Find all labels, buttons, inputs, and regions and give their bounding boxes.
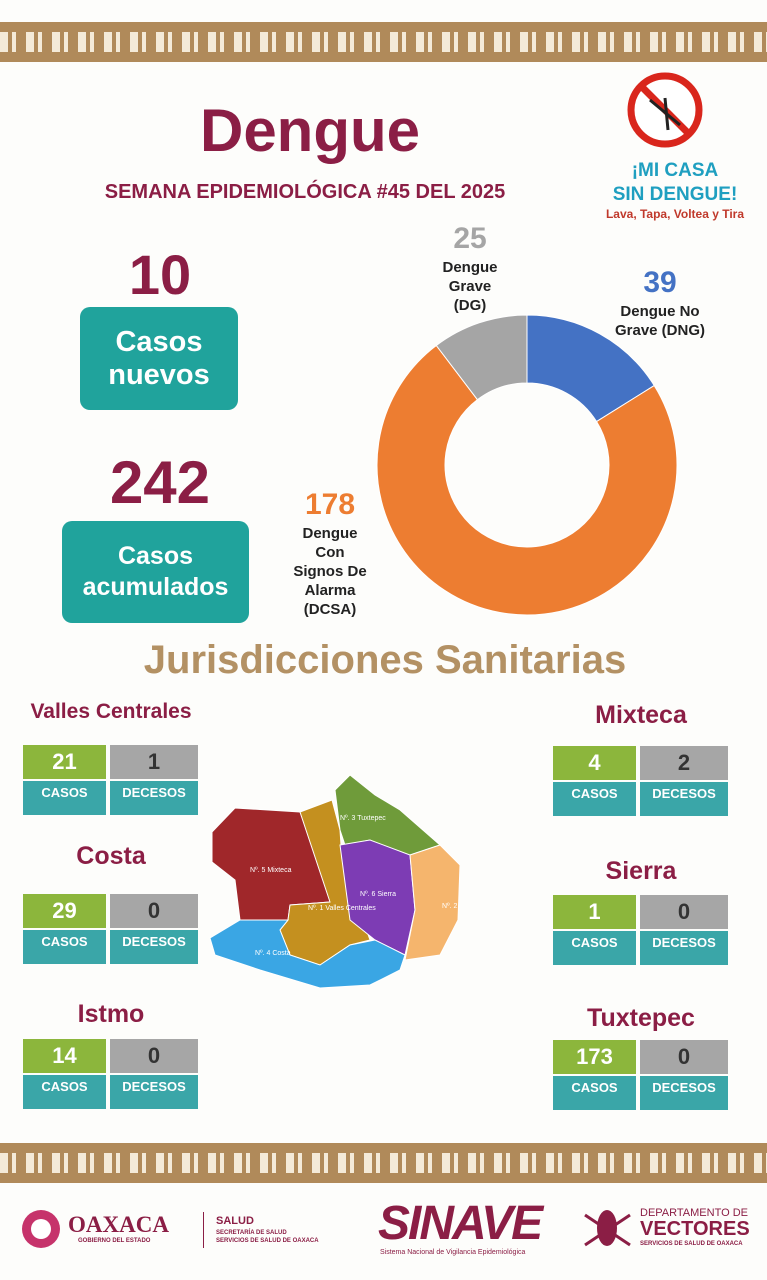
- section-title: Jurisdicciones Sanitarias: [143, 638, 627, 682]
- footer-text: SERVICIOS DE SALUD DE OAXACA: [216, 1238, 319, 1244]
- divider: [203, 1212, 204, 1248]
- cases-value: 21: [23, 745, 106, 779]
- cases-value: 29: [23, 894, 106, 928]
- jurisdiction-name: Tuxtepec: [587, 1004, 695, 1032]
- stat-label: Casos nuevos: [80, 307, 238, 410]
- jurisdiction-name: Sierra: [605, 857, 677, 885]
- jurisdiction-name: Istmo: [77, 1000, 145, 1028]
- stat-label: Casos acumulados: [62, 521, 249, 623]
- deaths-value: 1: [110, 745, 198, 779]
- deaths-value: 0: [640, 1040, 728, 1074]
- campaign-icon: [627, 72, 703, 148]
- subtitle: SEMANA EPIDEMIOLÓGICA #45 DEL 2025: [104, 181, 506, 203]
- donut-slice: [435, 314, 528, 401]
- data-label: 25: [453, 222, 487, 255]
- footer-salud: SALUD: [216, 1215, 254, 1227]
- decorative-band: [0, 22, 767, 62]
- campaign-line1: ¡MI CASA: [631, 160, 719, 181]
- deaths-label: DECESOS: [110, 781, 198, 815]
- stat-value: 10: [128, 243, 192, 306]
- campaign-line2: SIN DENGUE!: [612, 184, 738, 205]
- donut-slice: [376, 344, 678, 616]
- deaths-label: DECESOS: [640, 782, 728, 816]
- deaths-value: 2: [640, 746, 728, 780]
- footer-text: GOBIERNO DEL ESTADO: [78, 1238, 151, 1244]
- deaths-label: DECESOS: [640, 1076, 728, 1110]
- campaign-tagline: Lava, Tapa, Voltea y Tira: [605, 207, 745, 221]
- data-label: 39: [643, 266, 677, 299]
- category-label: Dengue Grave (DG): [442, 259, 498, 314]
- footer-sinave: SINAVE: [378, 1197, 543, 1250]
- cases-value: 1: [553, 895, 636, 929]
- category-label: Dengue Con Signos De Alarma (DCSA): [293, 525, 367, 618]
- decorative-band: [0, 1143, 767, 1183]
- cases-label: CASOS: [553, 931, 636, 965]
- footer-vectores: VECTORES: [640, 1218, 750, 1240]
- footer-text: SECRETARÍA DE SALUD: [216, 1230, 287, 1236]
- map-label: Nº. 2 Istmo: [442, 903, 460, 910]
- cases-label: CASOS: [23, 781, 106, 815]
- map-label: Nº. 3 Tuxtepec: [340, 815, 386, 822]
- jurisdiction-name: Mixteca: [595, 701, 687, 729]
- map-label: Nº. 4 Costa: [255, 950, 291, 957]
- footer-text: Sistema Nacional de Vigilancia Epidemiol…: [380, 1249, 526, 1256]
- deaths-label: DECESOS: [640, 931, 728, 965]
- cases-label: CASOS: [23, 930, 106, 964]
- deaths-value: 0: [640, 895, 728, 929]
- cases-value: 173: [553, 1040, 636, 1074]
- data-label: 178: [304, 488, 356, 521]
- cases-label: CASOS: [553, 1076, 636, 1110]
- map-label: Nº. 1 Valles Centrales: [308, 905, 376, 912]
- deaths-label: DECESOS: [110, 930, 198, 964]
- oaxaca-emblem: [22, 1210, 60, 1248]
- footer-text: SERVICIOS DE SALUD DE OAXACA: [640, 1241, 743, 1247]
- cases-value: 4: [553, 746, 636, 780]
- deaths-label: DECESOS: [110, 1075, 198, 1109]
- donut-chart: [376, 314, 678, 616]
- vector-icon: [584, 1210, 631, 1247]
- jurisdiction-name: Valles Centrales: [30, 700, 192, 723]
- cases-label: CASOS: [553, 782, 636, 816]
- category-label: Dengue No Grave (DNG): [614, 303, 706, 339]
- map-label: Nº. 5 Mixteca: [250, 867, 292, 874]
- deaths-value: 0: [110, 894, 198, 928]
- deaths-value: 0: [110, 1039, 198, 1073]
- stat-value: 242: [109, 449, 211, 516]
- footer-oaxaca: OAXACA: [68, 1212, 169, 1237]
- footer-text: DEPARTAMENTO DE: [640, 1207, 748, 1219]
- map-label: Nº. 6 Sierra: [360, 891, 396, 898]
- cases-label: CASOS: [23, 1075, 106, 1109]
- jurisdiction-name: Costa: [76, 842, 146, 870]
- map: Nº. 5 Mixteca Nº. 1 Valles Centrales Nº. 3…: [209, 774, 460, 989]
- title: Dengue: [199, 97, 421, 164]
- cases-value: 14: [23, 1039, 106, 1073]
